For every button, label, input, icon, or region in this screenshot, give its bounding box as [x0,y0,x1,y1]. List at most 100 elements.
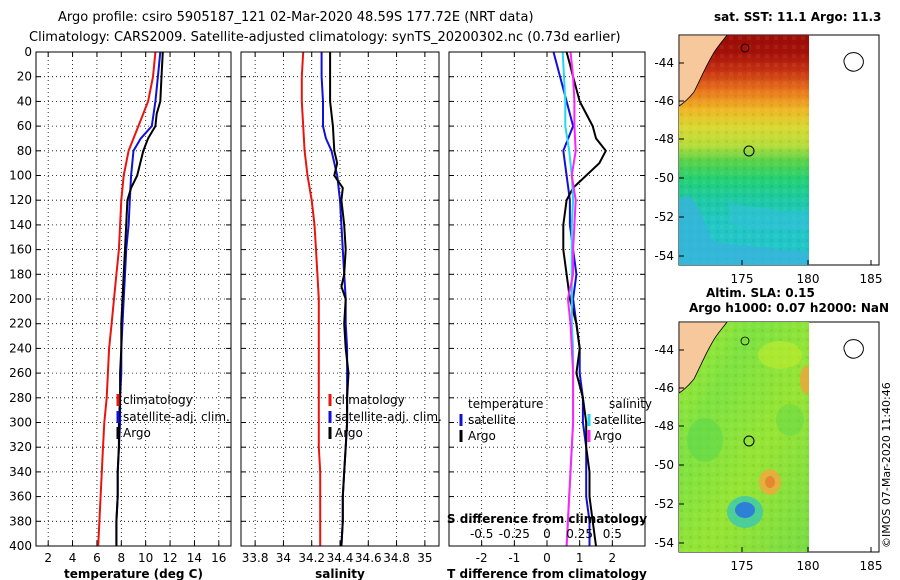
legend-label: satellite-adj. clim. [335,410,442,424]
y-tick-label: 260 [9,366,32,380]
y-tick-label: 80 [17,144,32,158]
map-y-tick-label: -44 [654,343,674,357]
x-tick-label: 34.6 [355,551,382,565]
y-tick-label: 140 [9,218,32,232]
x-tick-label: 14 [187,551,202,565]
top-axis-tick-label: -0.25 [499,527,530,541]
y-tick-label: 240 [9,341,32,355]
y-tick-label: 360 [9,490,32,504]
sla-cold-eddy [735,502,755,518]
y-tick-label: 60 [17,119,32,133]
y-tick-label: 200 [9,292,32,306]
map-x-tick-label: 175 [731,559,754,573]
sst-cold-tongue [679,195,809,265]
y-tick-label: 180 [9,267,32,281]
legend-label-salinity: satellite [594,413,642,427]
map-y-tick-label: -44 [654,56,674,70]
figure-title: Argo profile: csiro 5905187_121 02-Mar-2… [58,10,534,25]
map-y-tick-label: -46 [654,381,674,395]
plot-frame [240,51,440,547]
map-y-tick-label: -48 [654,132,674,146]
sla-profile-marker [743,435,755,447]
plot-area [449,52,645,546]
top-axis-label: S difference from climatology [447,512,647,526]
sla-yellow-patch [758,341,802,369]
sla-warm-edge [800,366,809,394]
x-tick-label: 35 [417,551,432,565]
x-tick-label: -1 [508,551,520,565]
map-x-tick-label: 180 [797,272,820,286]
sla-green-patch [687,418,723,462]
plot-frame [35,51,232,547]
y-tick-label: 40 [17,94,32,108]
map-x-tick-label: 175 [731,272,754,286]
map-y-tick-label: -54 [654,249,674,263]
x-tick-label: 1 [576,551,584,565]
difference-panel: -2 -1 0 1 2 T difference from climatology temp… [447,51,652,580]
figure-subtitle: Climatology: CARS2009. Satellite-adjuste… [29,30,621,45]
x-tick-label: 33.8 [242,551,269,565]
y-tick-label: 320 [9,440,32,454]
legend-label: climatology [123,393,193,407]
map-x-tick-label: 185 [860,559,883,573]
legend-label-temperature: Argo [468,429,496,443]
top-axis-tick-label: 0.25 [566,527,593,541]
y-tick-label: 0 [24,45,32,59]
sla-map-title: Altim. SLA: 0.15 [706,286,815,300]
sst-chatham-island [843,52,864,72]
legend-label: Argo [123,426,151,440]
sla-islet [740,336,750,346]
x-axis-label: temperature (deg C) [64,567,203,580]
x-tick-label: 2 [609,551,617,565]
x-tick-label: 34.2 [298,551,325,565]
map-y-tick-label: -50 [654,171,674,185]
sla-chatham-island [843,339,864,359]
y-tick-label: 160 [9,243,32,257]
top-axis-tick-label: 0 [543,527,551,541]
legend-label-salinity: Argo [594,429,622,443]
sla-map: Altim. SLA: 0.15 Argo h1000: 0.07 h2000:… [654,286,889,573]
legend-label: satellite-adj. clim. [123,410,230,424]
x-tick-label: 12 [162,551,177,565]
legend-label-temperature: satellite [468,413,516,427]
sst-cold-band [728,200,809,230]
series-line-climatology [300,51,322,546]
x-tick-label: 16 [211,551,226,565]
legend-title-salinity: salinity [609,397,652,411]
series-line-argo [115,51,164,546]
y-tick-label: 100 [9,169,32,183]
plot-frame [448,51,646,547]
y-tick-label: 400 [9,539,32,553]
x-tick-label: 8 [117,551,125,565]
y-tick-label: 220 [9,317,32,331]
x-tick-label: 4 [69,551,77,565]
map-x-tick-label: 180 [797,559,820,573]
map-x-tick-label: 185 [860,272,883,286]
plot-area [36,52,231,546]
x-tick-label: 6 [93,551,101,565]
temperature-panel: 0 20 40 60 80 100 120 140 160 180 200 220 240 260 280 3… [9,45,232,580]
x-tick-label: -2 [476,551,488,565]
y-tick-label: 280 [9,391,32,405]
x-tick-label: 2 [44,551,52,565]
x-axis-label: T difference from climatology [447,567,647,580]
map-y-tick-label: -54 [654,536,674,550]
series-line-temperature-argo [562,51,607,547]
imos-credit: ©IMOS 07-Mar-2020 11:40:46 [880,382,893,548]
map-y-tick-label: -52 [654,497,674,511]
y-tick-label: 120 [9,193,32,207]
series-line-temperature-satellite [552,51,591,546]
sst-islet [740,43,750,53]
legend-label: climatology [335,393,405,407]
y-tick-label: 340 [9,465,32,479]
x-tick-label: 0 [543,551,551,565]
x-tick-label: 34.4 [327,551,354,565]
y-tick-label: 380 [9,514,32,528]
series-line-climatology [97,51,157,547]
legend-title-temperature: temperature [468,397,543,411]
x-tick-label: 34 [276,551,291,565]
sla-green-patch [776,404,804,436]
series-line-salinity-argo [565,51,577,547]
top-axis-tick-label: 0.5 [603,527,622,541]
